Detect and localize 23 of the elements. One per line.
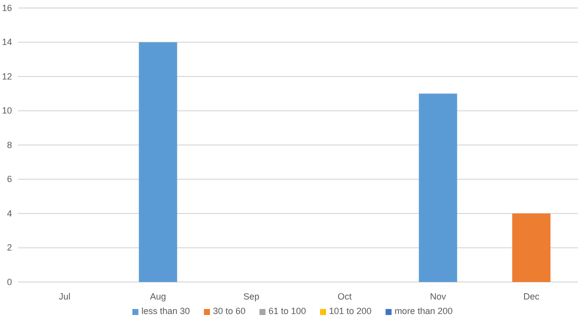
legend-label: 101 to 200: [329, 306, 372, 316]
legend-label: more than 200: [394, 306, 453, 316]
bar: [138, 42, 178, 282]
y-tick-label: 8: [6, 140, 12, 150]
x-tick-label: Sep: [243, 291, 260, 302]
y-tick-label: 12: [2, 71, 12, 82]
y-tick-label: 16: [2, 2, 12, 13]
legend-label: 30 to 60: [212, 306, 246, 316]
y-tick-label: 0: [6, 276, 12, 287]
bar: [512, 214, 550, 282]
x-tick-label: Oct: [338, 291, 352, 302]
x-tick-label: Dec: [523, 291, 540, 302]
bar: [418, 94, 458, 282]
x-tick-label: Jul: [58, 291, 70, 302]
y-tick-label: 2: [6, 242, 12, 253]
y-tick-label: 14: [2, 37, 12, 48]
x-tick-label: Aug: [150, 291, 166, 302]
y-tick-label: 6: [6, 174, 12, 184]
y-tick-label: 10: [2, 106, 12, 116]
x-tick-label: Nov: [430, 291, 446, 302]
y-tick-label: 4: [6, 208, 12, 218]
legend-label: 61 to 100: [268, 306, 306, 316]
legend-label: less than 30: [141, 306, 190, 316]
